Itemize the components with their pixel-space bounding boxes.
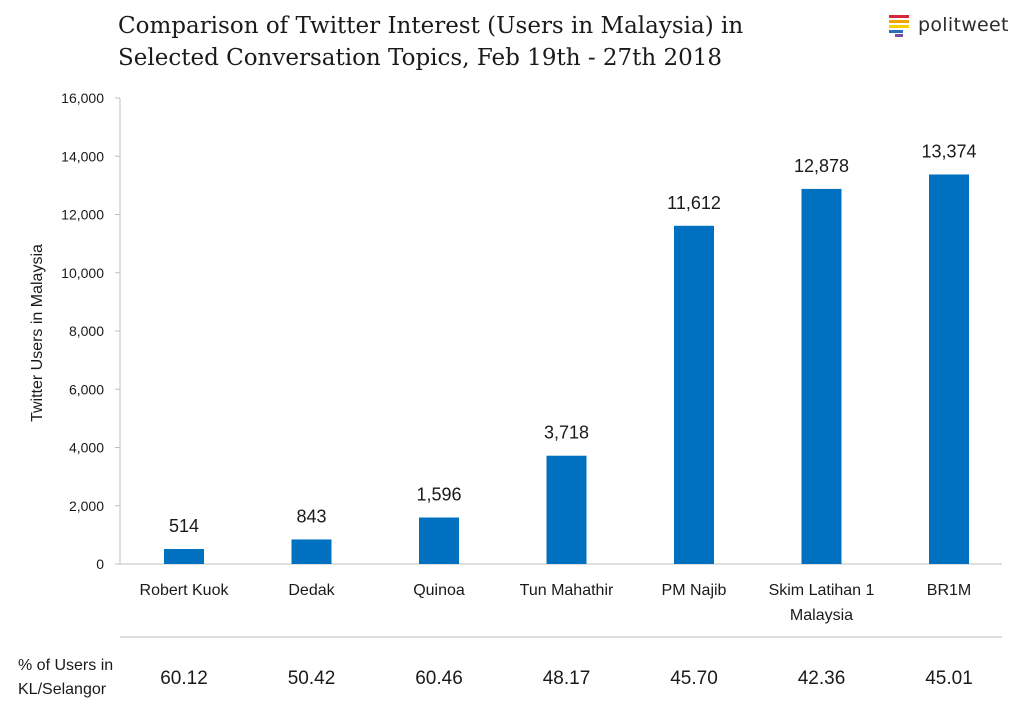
y-tick-label: 4,000 [69,440,104,456]
chart-title-line-2: Selected Conversation Topics, Feb 19th -… [118,45,723,71]
category-label: Quinoa [413,582,465,599]
footer-value: 45.70 [670,668,718,689]
y-tick-label: 0 [96,556,104,572]
footer-row-label: % of Users in KL/Selangor [18,654,148,702]
y-tick-label: 12,000 [61,207,104,223]
bar [546,455,587,564]
category-label: PM Najib [662,582,727,599]
bar-value-label: 11,612 [667,193,721,213]
bar [164,549,204,564]
y-tick-label: 6,000 [69,381,104,397]
footer-value: 48.17 [543,668,591,689]
footer-label-line-2: KL/Selangor [18,681,107,698]
bar-value-label: 514 [169,516,199,536]
bar-value-label: 3,718 [544,423,589,443]
bar-value-label: 1,596 [416,485,461,505]
politweet-stripes-icon [889,15,909,37]
y-tick-label: 2,000 [69,498,104,514]
category-label: Skim Latihan 1 [769,582,875,599]
category-label: Robert Kuok [140,582,230,599]
footer-value: 50.42 [288,668,336,689]
y-tick-label: 16,000 [61,90,104,106]
bar-value-label: 843 [296,506,326,526]
politweet-logo: politweet [886,12,1009,38]
bar-value-label: 12,878 [794,156,849,176]
category-label: Tun Mahathir [520,582,614,599]
footer-value: 42.36 [798,668,846,689]
chart-title: Comparison of Twitter Interest (Users in… [118,10,858,74]
footer-value: 60.12 [160,668,208,689]
bar [929,174,969,565]
footer-label-line-1: % of Users in [18,657,114,674]
chart-title-line-1: Comparison of Twitter Interest (Users in… [118,13,744,39]
category-label: BR1M [927,582,971,599]
category-label: Malaysia [790,607,853,624]
category-label: Dedak [288,582,335,599]
footer-value: 45.01 [925,668,973,689]
bar [291,539,332,564]
bar-value-label: 13,374 [921,141,976,161]
footer-value: 60.46 [415,668,463,689]
bar [801,188,842,564]
y-tick-label: 10,000 [61,265,104,281]
bar [674,225,714,564]
bar [419,517,459,564]
logo-text: politweet [918,14,1009,36]
y-tick-label: 8,000 [69,323,104,339]
y-axis-title: Twitter Users in Malaysia [29,244,46,422]
y-tick-label: 14,000 [61,148,104,164]
